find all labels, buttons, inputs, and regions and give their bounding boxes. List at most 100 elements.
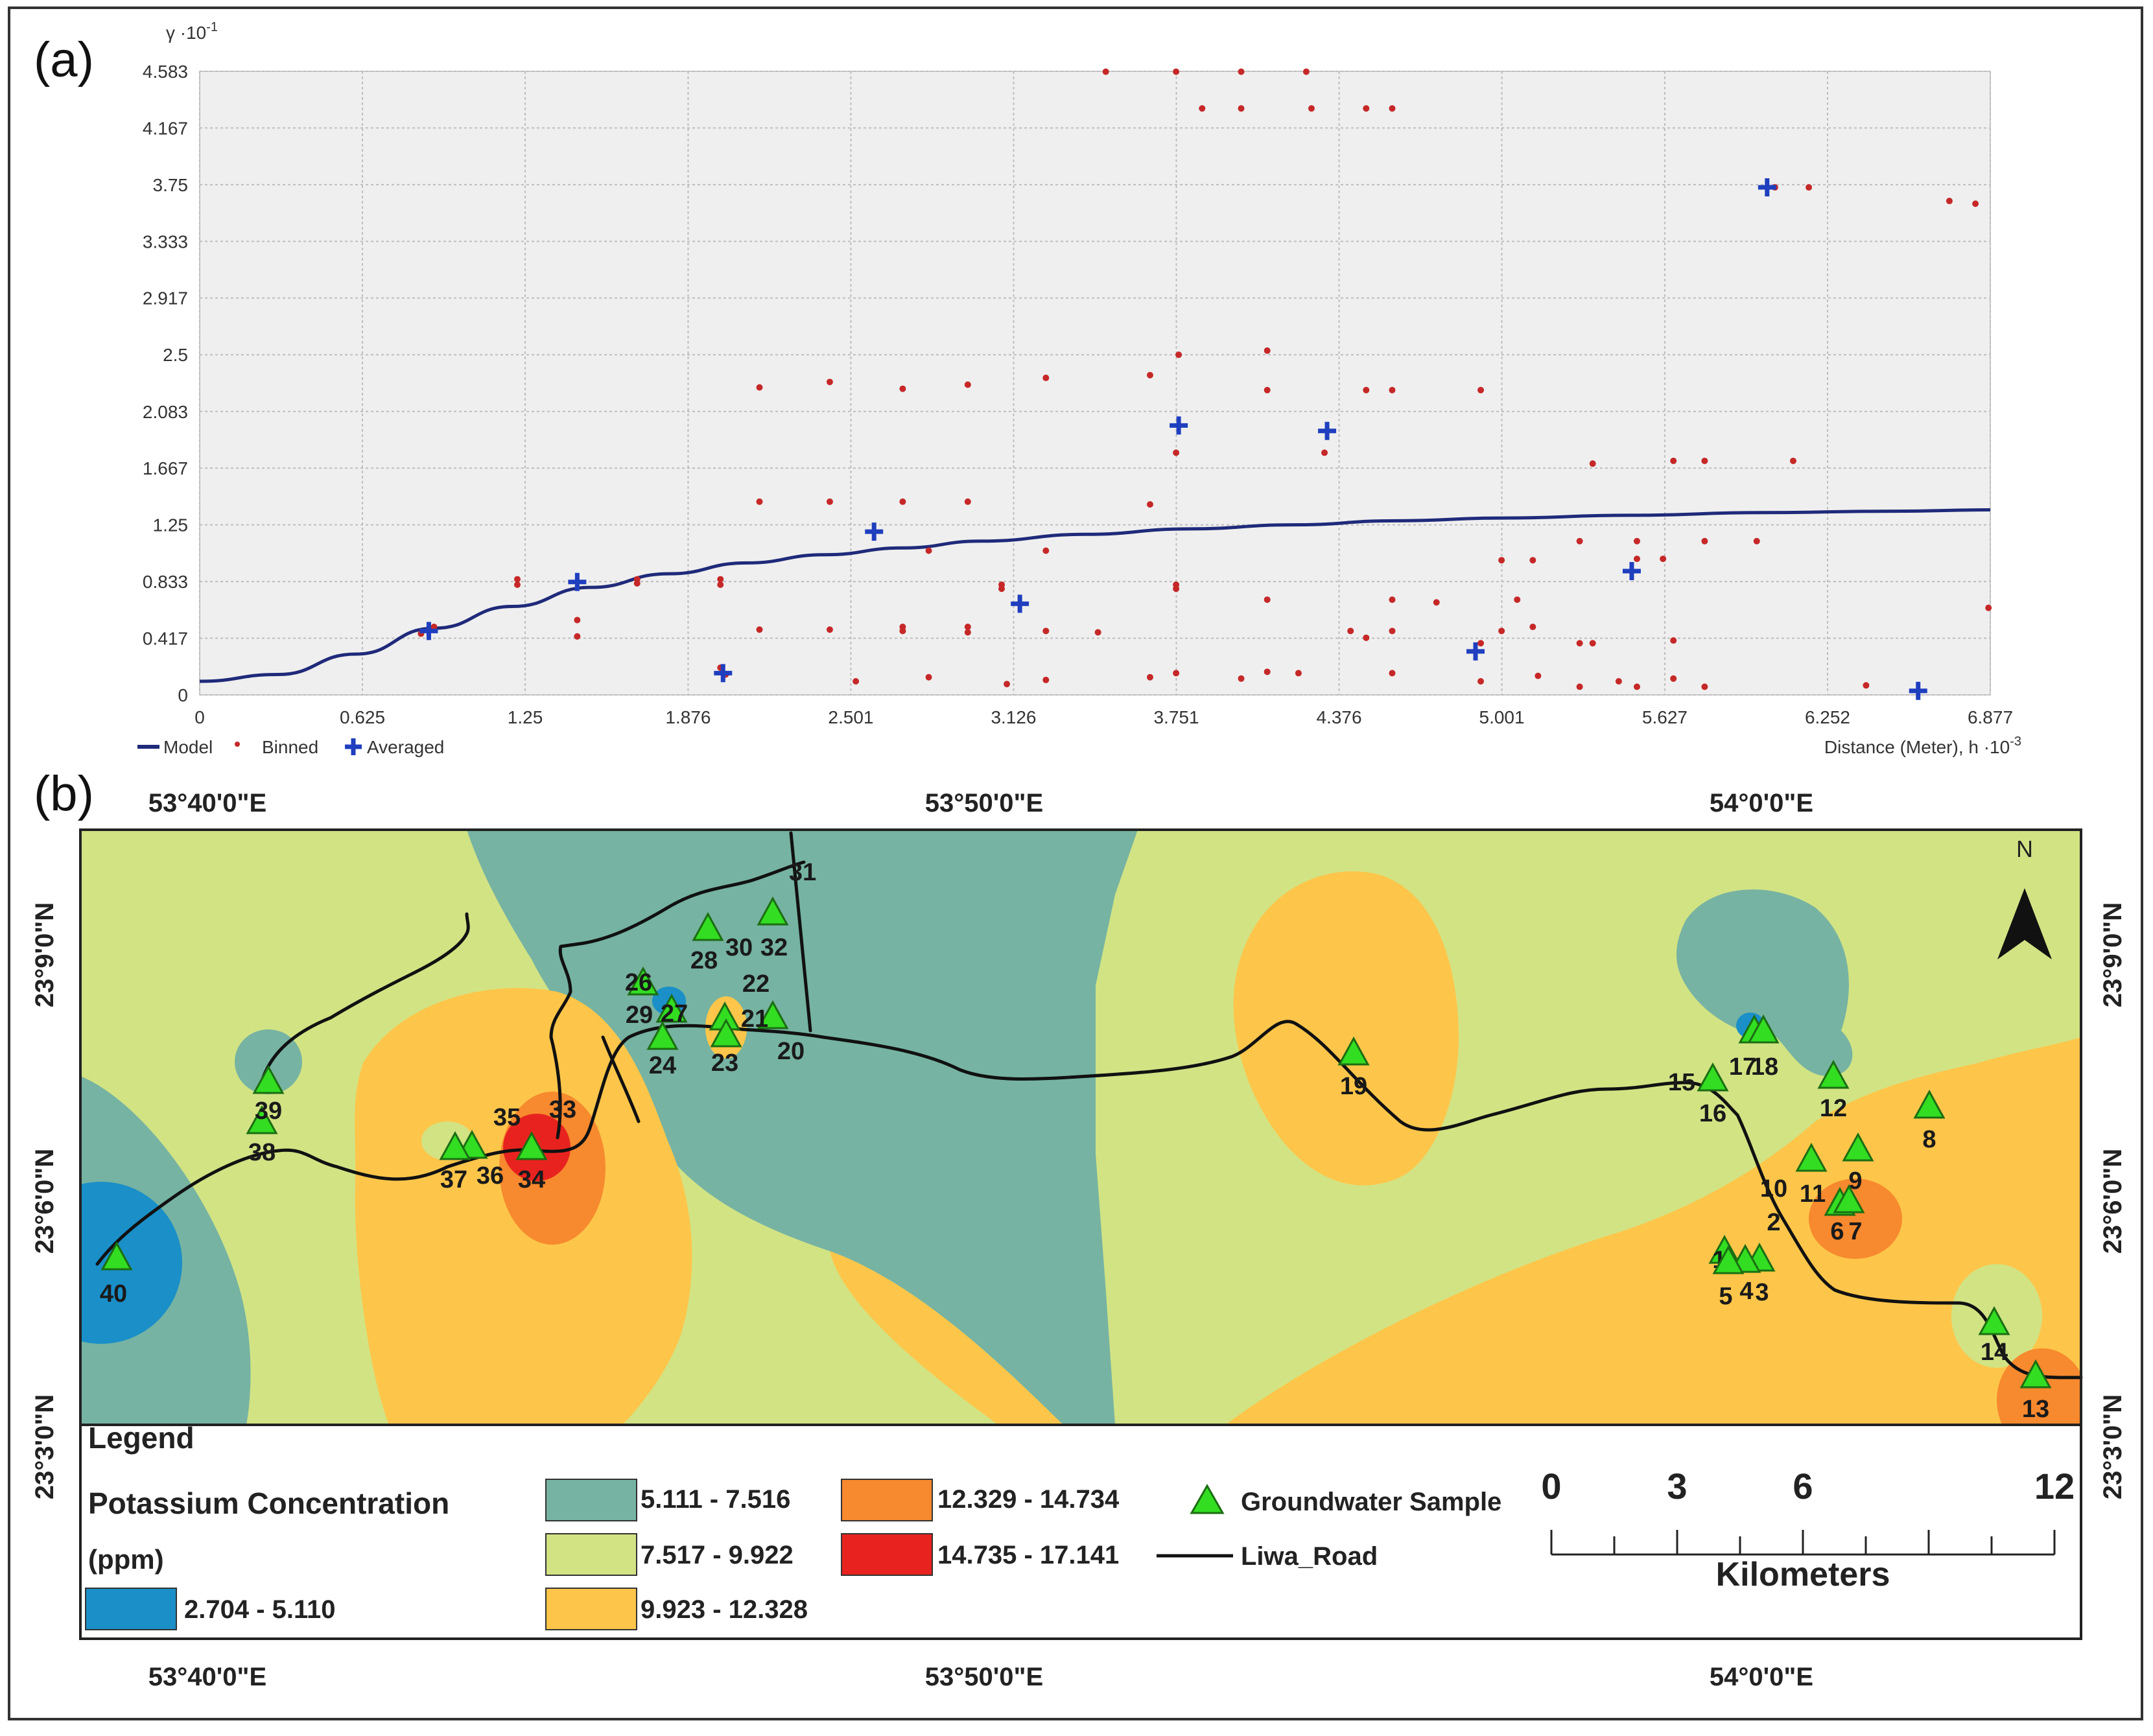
binned-point (1004, 681, 1011, 688)
averaged-point (1170, 416, 1188, 435)
averaged-point (1011, 594, 1029, 613)
y-tick-label: 2.917 (143, 288, 188, 309)
binned-point (1042, 374, 1050, 381)
x-axis-label: Distance (Meter), h ·10-3 (1824, 734, 2021, 757)
binned-point (899, 498, 906, 505)
legend-swatch (545, 1533, 637, 1576)
binned-point (633, 576, 641, 583)
sample-label-24: 24 (649, 1052, 676, 1079)
binned-point (513, 581, 521, 588)
sample-label-21: 21 (741, 1005, 768, 1033)
averaged-point (714, 664, 733, 683)
legend-road-label: Liwa_Road (1241, 1542, 1378, 1571)
y-tick-label: 0 (178, 685, 188, 705)
y-tick-label: 4.583 (143, 62, 188, 82)
binned-point (1589, 640, 1596, 647)
scale-tick-label: 0 (1541, 1466, 1561, 1507)
binned-point (1264, 347, 1271, 354)
binned-point (1308, 105, 1315, 112)
legend-averaged-label: Averaged (367, 737, 444, 757)
sample-marker-19 (1337, 1036, 1370, 1066)
binned-point (1264, 668, 1271, 675)
sample-label-8: 8 (1922, 1126, 1936, 1153)
binned-point (1529, 557, 1536, 564)
x-tick-label: 4.376 (1316, 707, 1361, 727)
x-tick-label: 1.25 (508, 707, 543, 727)
sample-label-28: 28 (690, 947, 718, 974)
legend-sample-label: Groundwater Sample (1241, 1488, 1501, 1516)
zone-12-3-14-7 (1809, 1179, 1902, 1259)
y-tick-label: 1.667 (143, 458, 188, 478)
averaged-point (1466, 642, 1485, 661)
road-northern-loop (549, 860, 806, 1140)
binned-point (574, 633, 581, 640)
sample-label-13: 13 (2022, 1396, 2049, 1423)
sample-marker-24 (646, 1020, 679, 1050)
binned-point (1529, 624, 1536, 631)
binned-point (1433, 599, 1440, 606)
semivariogram-plot-area (199, 71, 1991, 696)
scale-tick-label: 6 (1793, 1466, 1813, 1507)
sample-label-31: 31 (789, 859, 816, 886)
binned-point (574, 616, 581, 624)
binned-point (1615, 678, 1622, 685)
panel-a-label: (a) (34, 32, 94, 88)
y-tick-label: 3.75 (153, 175, 189, 195)
binned-point (1806, 184, 1813, 191)
binned-point (1042, 628, 1050, 635)
sample-marker-38 (246, 1105, 278, 1134)
x-tick-label: 2.501 (828, 707, 873, 727)
sample-label-15: 15 (1668, 1069, 1695, 1096)
semivariogram-legend: Model Binned Averaged (137, 737, 444, 757)
binned-point (1389, 596, 1396, 604)
binned-point (1633, 683, 1640, 690)
y-axis-label: γ ·10-1 (166, 20, 218, 43)
binned-point (430, 624, 438, 631)
binned-point (1576, 683, 1583, 690)
zone-5-1-7-5 (467, 830, 1138, 1425)
sample-marker-9 (1842, 1132, 1874, 1162)
sample-marker-8 (1913, 1089, 1946, 1119)
binned-point (756, 384, 763, 391)
sample-label-2: 2 (1767, 1209, 1780, 1236)
road-south-spur (601, 1035, 641, 1123)
binned-point (1477, 678, 1485, 685)
legend-sample-triangle (1190, 1483, 1225, 1514)
bottom-lon-label: 54°0'0"E (1710, 1663, 1813, 1691)
sample-label-33: 33 (549, 1096, 576, 1123)
legend-swatch (545, 1588, 637, 1630)
binned-point (1094, 629, 1101, 636)
right-lat-label: 23°3'0"N (2099, 1394, 2127, 1499)
sample-marker-37 (439, 1131, 471, 1160)
averaged-point (1622, 561, 1641, 580)
binned-point (1102, 68, 1109, 75)
binned-point (964, 629, 971, 636)
legend-swatch (85, 1588, 177, 1630)
sample-label-38: 38 (248, 1139, 276, 1166)
scale-tick-label: 3 (1667, 1466, 1687, 1507)
sample-marker-28 (692, 911, 724, 941)
binned-point (1238, 105, 1245, 112)
y-tick-label: 3.333 (143, 231, 188, 252)
sample-label-32: 32 (760, 934, 788, 961)
averaged-points (419, 178, 1927, 700)
sample-marker-5 (1712, 1245, 1745, 1274)
binned-point (925, 674, 932, 681)
semivariogram-y-ticks: 4.583 4.167 3.75 3.333 2.917 2.5 2.083 1.667 1.2… (143, 62, 188, 705)
binned-point (1173, 670, 1180, 677)
sample-marker-26 (627, 966, 659, 996)
binned-point (1863, 682, 1870, 689)
sample-label-3: 3 (1755, 1279, 1769, 1306)
binned-point (1302, 68, 1310, 75)
binned-point (964, 498, 971, 505)
sample-label-27: 27 (661, 1000, 688, 1027)
binned-point (1670, 457, 1677, 464)
legend-binned-label: Binned (262, 737, 318, 757)
legend-subtitle: Potassium Concentration (88, 1486, 449, 1520)
binned-point (756, 626, 763, 633)
sample-label-29: 29 (626, 1002, 653, 1029)
sample-label-23: 23 (711, 1050, 738, 1077)
binned-point (1173, 585, 1180, 592)
sample-marker-23 (710, 1018, 742, 1048)
